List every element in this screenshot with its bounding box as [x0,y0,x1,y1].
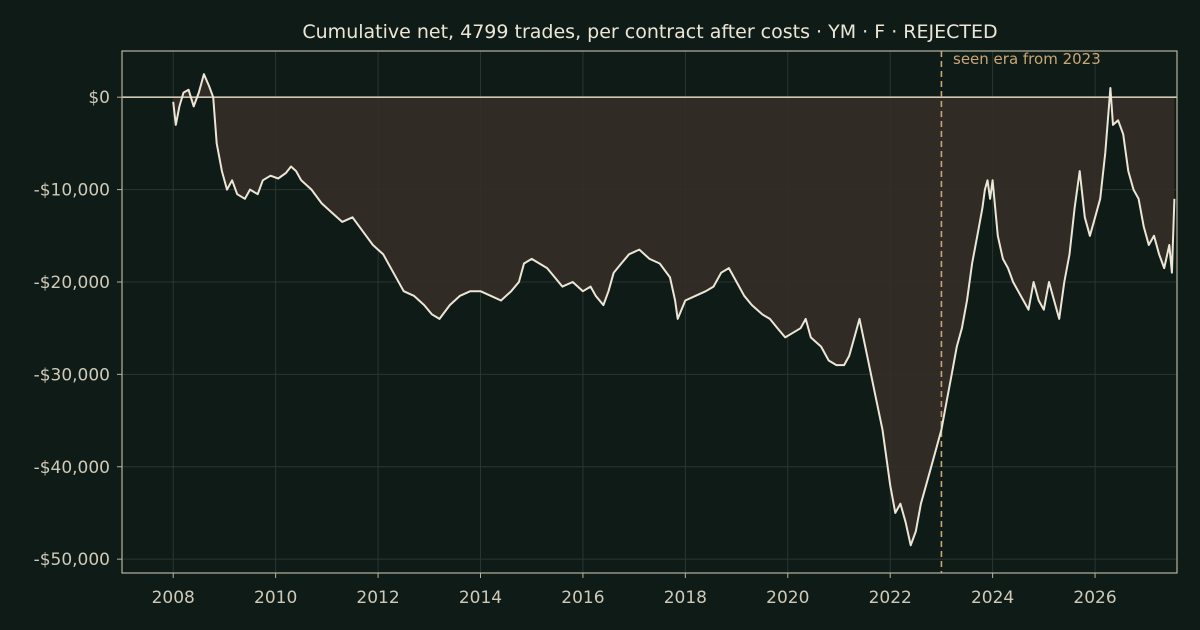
x-tick-label: 2024 [971,588,1014,608]
cumulative-net-line [172,73,1176,547]
y-tick-label: -$30,000 [34,365,110,385]
x-tick-label: 2012 [356,588,399,608]
era-annotation-label: seen era from 2023 [953,50,1101,68]
x-tick-label: 2026 [1073,588,1116,608]
x-tick-label: 2014 [459,588,502,608]
x-tick-label: 2020 [766,588,809,608]
y-tick-label: -$10,000 [34,181,110,201]
plot-frame [121,50,1178,574]
line-layer [172,73,1176,547]
x-tick-label: 2018 [664,588,707,608]
y-tick-label: $0 [88,88,110,108]
y-axis: $0 -$10,000 -$20,000 -$30,000 -$40,000 -$50,0… [34,88,122,570]
drawdown-area [173,74,1175,546]
y-tick-label: -$20,000 [34,273,110,293]
x-tick-label: 2022 [869,588,912,608]
chart-title: Cumulative net, 4799 trades, per contrac… [302,21,997,43]
y-tick-label: -$50,000 [34,550,110,570]
x-tick-label: 2010 [254,588,297,608]
x-tick-label: 2008 [152,588,195,608]
x-tick-label: 2016 [561,588,604,608]
fill-layer [173,74,1175,546]
x-axis: 2008 2010 2012 2014 2016 2018 2020 2022 2024 2026 [152,573,1117,608]
y-tick-label: -$40,000 [34,458,110,478]
